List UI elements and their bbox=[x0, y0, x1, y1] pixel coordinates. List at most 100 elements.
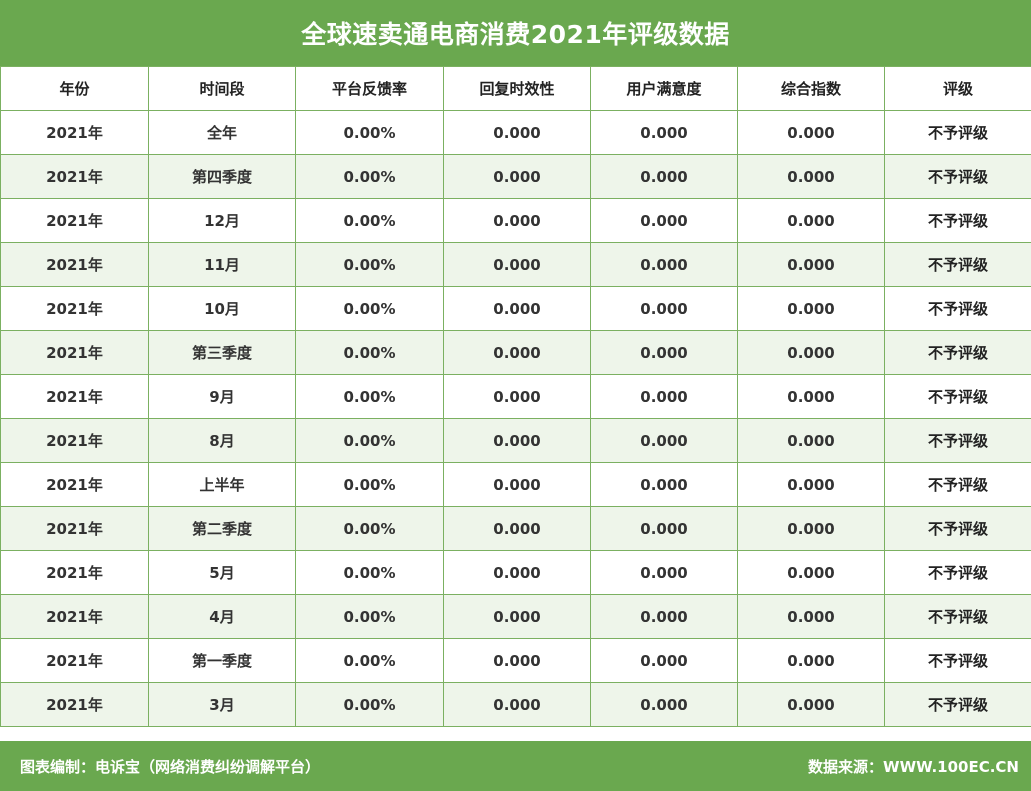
cell-satisfaction: 0.000 bbox=[590, 286, 738, 331]
cell-feedback-rate: 0.00% bbox=[295, 506, 444, 551]
table-row: 2021年 上半年 0.00% 0.000 0.000 0.000 不予评级 bbox=[0, 462, 1031, 507]
cell-composite-index: 0.000 bbox=[737, 242, 885, 287]
cell-period: 8月 bbox=[148, 418, 296, 463]
cell-year: 2021年 bbox=[0, 682, 149, 727]
cell-period: 全年 bbox=[148, 110, 296, 155]
footer-bar: 图表编制：电诉宝（网络消费纠纷调解平台） 数据来源：WWW.100EC.CN bbox=[0, 741, 1031, 791]
header-satisfaction: 用户满意度 bbox=[590, 66, 738, 111]
cell-period: 12月 bbox=[148, 198, 296, 243]
table-row: 2021年 3月 0.00% 0.000 0.000 0.000 不予评级 bbox=[0, 682, 1031, 727]
cell-period: 上半年 bbox=[148, 462, 296, 507]
cell-year: 2021年 bbox=[0, 418, 149, 463]
table-row: 2021年 4月 0.00% 0.000 0.000 0.000 不予评级 bbox=[0, 594, 1031, 639]
cell-feedback-rate: 0.00% bbox=[295, 110, 444, 155]
cell-satisfaction: 0.000 bbox=[590, 110, 738, 155]
cell-satisfaction: 0.000 bbox=[590, 594, 738, 639]
table-body: 2021年 全年 0.00% 0.000 0.000 0.000 不予评级 2021年 第四季度… bbox=[0, 110, 1031, 727]
table-row: 2021年 10月 0.00% 0.000 0.000 0.000 不予评级 bbox=[0, 286, 1031, 331]
cell-satisfaction: 0.000 bbox=[590, 154, 738, 199]
cell-feedback-rate: 0.00% bbox=[295, 286, 444, 331]
cell-year: 2021年 bbox=[0, 594, 149, 639]
cell-satisfaction: 0.000 bbox=[590, 198, 738, 243]
table-row: 2021年 5月 0.00% 0.000 0.000 0.000 不予评级 bbox=[0, 550, 1031, 595]
cell-reply-timeliness: 0.000 bbox=[443, 682, 591, 727]
cell-rating: 不予评级 bbox=[884, 110, 1031, 155]
cell-composite-index: 0.000 bbox=[737, 374, 885, 419]
header-composite-index: 综合指数 bbox=[737, 66, 885, 111]
cell-rating: 不予评级 bbox=[884, 330, 1031, 375]
table-row: 2021年 11月 0.00% 0.000 0.000 0.000 不予评级 bbox=[0, 242, 1031, 287]
footer-compiler: 图表编制：电诉宝（网络消费纠纷调解平台） bbox=[20, 757, 321, 776]
cell-rating: 不予评级 bbox=[884, 374, 1031, 419]
cell-year: 2021年 bbox=[0, 550, 149, 595]
cell-feedback-rate: 0.00% bbox=[295, 638, 444, 683]
cell-rating: 不予评级 bbox=[884, 682, 1031, 727]
cell-reply-timeliness: 0.000 bbox=[443, 594, 591, 639]
cell-rating: 不予评级 bbox=[884, 506, 1031, 551]
cell-year: 2021年 bbox=[0, 198, 149, 243]
cell-rating: 不予评级 bbox=[884, 418, 1031, 463]
cell-period: 5月 bbox=[148, 550, 296, 595]
page-title: 全球速卖通电商消费2021年评级数据 bbox=[301, 20, 730, 49]
cell-rating: 不予评级 bbox=[884, 550, 1031, 595]
cell-feedback-rate: 0.00% bbox=[295, 374, 444, 419]
cell-reply-timeliness: 0.000 bbox=[443, 154, 591, 199]
cell-period: 第三季度 bbox=[148, 330, 296, 375]
cell-year: 2021年 bbox=[0, 110, 149, 155]
cell-composite-index: 0.000 bbox=[737, 462, 885, 507]
table-row: 2021年 第二季度 0.00% 0.000 0.000 0.000 不予评级 bbox=[0, 506, 1031, 551]
header-rating: 评级 bbox=[884, 66, 1031, 111]
table-row: 2021年 12月 0.00% 0.000 0.000 0.000 不予评级 bbox=[0, 198, 1031, 243]
cell-year: 2021年 bbox=[0, 462, 149, 507]
cell-period: 3月 bbox=[148, 682, 296, 727]
cell-composite-index: 0.000 bbox=[737, 198, 885, 243]
cell-satisfaction: 0.000 bbox=[590, 550, 738, 595]
cell-feedback-rate: 0.00% bbox=[295, 154, 444, 199]
cell-rating: 不予评级 bbox=[884, 594, 1031, 639]
cell-composite-index: 0.000 bbox=[737, 594, 885, 639]
cell-composite-index: 0.000 bbox=[737, 638, 885, 683]
cell-period: 第二季度 bbox=[148, 506, 296, 551]
cell-feedback-rate: 0.00% bbox=[295, 418, 444, 463]
cell-reply-timeliness: 0.000 bbox=[443, 110, 591, 155]
cell-period: 第四季度 bbox=[148, 154, 296, 199]
cell-feedback-rate: 0.00% bbox=[295, 198, 444, 243]
cell-period: 10月 bbox=[148, 286, 296, 331]
cell-reply-timeliness: 0.000 bbox=[443, 374, 591, 419]
cell-feedback-rate: 0.00% bbox=[295, 242, 444, 287]
cell-composite-index: 0.000 bbox=[737, 330, 885, 375]
cell-satisfaction: 0.000 bbox=[590, 462, 738, 507]
cell-reply-timeliness: 0.000 bbox=[443, 506, 591, 551]
header-feedback-rate: 平台反馈率 bbox=[295, 66, 444, 111]
cell-composite-index: 0.000 bbox=[737, 550, 885, 595]
cell-composite-index: 0.000 bbox=[737, 506, 885, 551]
rating-table: 年份 时间段 平台反馈率 回复时效性 用户满意度 综合指数 评级 2021年 全年… bbox=[0, 66, 1031, 727]
cell-reply-timeliness: 0.000 bbox=[443, 462, 591, 507]
cell-year: 2021年 bbox=[0, 154, 149, 199]
cell-reply-timeliness: 0.000 bbox=[443, 286, 591, 331]
cell-satisfaction: 0.000 bbox=[590, 242, 738, 287]
cell-year: 2021年 bbox=[0, 638, 149, 683]
cell-reply-timeliness: 0.000 bbox=[443, 330, 591, 375]
header-row: 年份 时间段 平台反馈率 回复时效性 用户满意度 综合指数 评级 bbox=[0, 66, 1031, 111]
cell-year: 2021年 bbox=[0, 374, 149, 419]
cell-reply-timeliness: 0.000 bbox=[443, 242, 591, 287]
header-period: 时间段 bbox=[148, 66, 296, 111]
table-row: 2021年 9月 0.00% 0.000 0.000 0.000 不予评级 bbox=[0, 374, 1031, 419]
cell-reply-timeliness: 0.000 bbox=[443, 418, 591, 463]
cell-period: 第一季度 bbox=[148, 638, 296, 683]
table-row: 2021年 全年 0.00% 0.000 0.000 0.000 不予评级 bbox=[0, 110, 1031, 155]
cell-composite-index: 0.000 bbox=[737, 110, 885, 155]
cell-rating: 不予评级 bbox=[884, 638, 1031, 683]
cell-period: 11月 bbox=[148, 242, 296, 287]
footer-source: 数据来源：WWW.100EC.CN bbox=[808, 757, 1019, 776]
cell-rating: 不予评级 bbox=[884, 286, 1031, 331]
cell-rating: 不予评级 bbox=[884, 242, 1031, 287]
cell-feedback-rate: 0.00% bbox=[295, 330, 444, 375]
cell-satisfaction: 0.000 bbox=[590, 682, 738, 727]
title-bar: 全球速卖通电商消费2021年评级数据 bbox=[0, 0, 1031, 66]
cell-period: 4月 bbox=[148, 594, 296, 639]
cell-year: 2021年 bbox=[0, 286, 149, 331]
cell-composite-index: 0.000 bbox=[737, 682, 885, 727]
